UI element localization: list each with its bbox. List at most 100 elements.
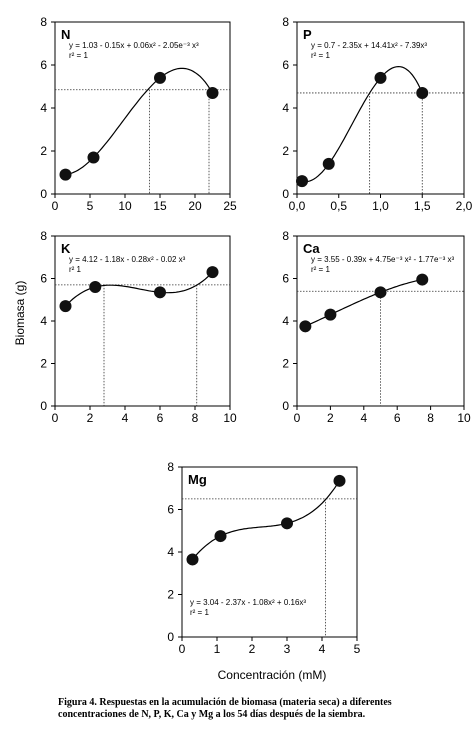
fit-curve-n (65, 67, 214, 176)
data-point-p-1 (296, 175, 309, 188)
data-point-p-3 (374, 71, 387, 84)
y-tick-label-k-1: 2 (40, 357, 47, 371)
x-tick-label-p-1: 0,5 (330, 199, 347, 213)
x-tick-label-ca-2: 4 (360, 411, 367, 425)
x-tick-label-n-4: 20 (188, 199, 202, 213)
equation-k: y = 4.12 - 1.18x - 0.28x² - 0.02 x³ (69, 255, 186, 264)
x-tick-label-mg-3: 3 (284, 642, 291, 656)
data-point-mg-3 (281, 517, 293, 530)
r-squared-ca: r² = 1 (311, 265, 330, 274)
equation-ca: y = 3.55 - 0.39x + 4.75e⁻³ x² - 1.77e⁻³ … (311, 255, 455, 264)
x-tick-label-ca-1: 2 (327, 411, 334, 425)
data-point-n-1 (59, 168, 72, 181)
y-tick-label-ca-1: 2 (282, 357, 289, 371)
data-point-k-1 (59, 300, 72, 313)
r-squared-mg: r² = 1 (190, 608, 209, 617)
x-tick-label-ca-0: 0 (294, 411, 301, 425)
y-tick-label-k-4: 8 (40, 229, 47, 243)
panel-n: 0 5 10 15 20 25 0 2 4 6 8Ny = 1.03 - 0.15x + 0.06x… (40, 15, 237, 213)
x-tick-label-n-2: 10 (118, 199, 132, 213)
equation-n: y = 1.03 - 0.15x + 0.06x² - 2.05e⁻³ x³ (69, 41, 199, 50)
data-point-mg-4 (333, 474, 346, 487)
x-tick-label-p-3: 1,5 (414, 199, 431, 213)
y-tick-label-n-2: 4 (40, 101, 47, 115)
x-tick-label-mg-4: 4 (319, 642, 326, 656)
fit-curve-mg (192, 480, 341, 560)
x-tick-label-k-1: 2 (87, 411, 94, 425)
y-tick-label-n-1: 2 (40, 144, 47, 158)
x-tick-label-mg-1: 1 (214, 642, 221, 656)
y-tick-label-n-0: 0 (40, 187, 47, 201)
data-point-n-4 (206, 86, 219, 99)
x-tick-label-n-5: 25 (223, 199, 237, 213)
fit-curve-k (65, 271, 213, 307)
x-tick-label-p-2: 1,0 (372, 199, 389, 213)
data-point-mg-2 (214, 530, 227, 543)
x-tick-label-mg-5: 5 (354, 642, 361, 656)
data-point-p-4 (416, 86, 429, 99)
panel-title-p: P (303, 27, 312, 42)
x-tick-label-n-1: 5 (87, 199, 94, 213)
x-tick-label-ca-4: 8 (427, 411, 434, 425)
equation-mg: y = 3.04 - 2.37x - 1.08x² + 0.16x³ (190, 598, 306, 607)
y-tick-label-k-3: 6 (40, 272, 47, 286)
caption-line-2: concentraciones de N, P, K, Ca y Mg a lo… (58, 709, 366, 720)
panel-title-mg: Mg (188, 472, 207, 487)
x-tick-label-n-0: 0 (52, 199, 59, 213)
y-tick-label-p-2: 4 (282, 101, 289, 115)
r-squared-k: r² 1 (69, 265, 82, 274)
panel-title-n: N (61, 27, 70, 42)
y-tick-label-ca-4: 8 (282, 229, 289, 243)
r-squared-n: r² = 1 (69, 51, 88, 60)
y-tick-label-mg-1: 2 (167, 588, 174, 602)
y-tick-label-p-1: 2 (282, 144, 289, 158)
data-point-n-3 (154, 71, 166, 84)
y-tick-label-p-3: 6 (282, 58, 289, 72)
x-tick-label-k-4: 8 (192, 411, 199, 425)
data-point-k-3 (154, 286, 166, 299)
equation-p: y = 0.7 - 2.35x + 14.41x² - 7.39x³ (311, 41, 427, 50)
data-point-mg-1 (186, 553, 199, 566)
x-tick-label-k-5: 10 (223, 411, 237, 425)
y-axis-label: Biomasa (g) (13, 281, 27, 346)
r-squared-p: r² = 1 (311, 51, 330, 60)
x-tick-label-mg-0: 0 (179, 642, 186, 656)
x-tick-label-ca-5: 10 (457, 411, 471, 425)
data-point-n-2 (87, 151, 100, 164)
y-tick-label-n-4: 8 (40, 15, 47, 29)
y-tick-label-mg-2: 4 (167, 545, 174, 559)
x-tick-label-k-2: 4 (122, 411, 129, 425)
panel-title-k: K (61, 241, 71, 256)
y-tick-label-n-3: 6 (40, 58, 47, 72)
y-tick-label-ca-3: 6 (282, 272, 289, 286)
data-point-ca-2 (324, 308, 337, 321)
data-point-ca-1 (299, 320, 312, 333)
figure-caption: Figura 4. Respuestas en la acumulación d… (58, 697, 458, 721)
x-tick-label-p-0: 0,0 (289, 199, 306, 213)
data-point-k-4 (206, 266, 219, 279)
x-tick-label-p-4: 2,0 (456, 199, 473, 213)
x-tick-label-ca-3: 6 (394, 411, 401, 425)
x-tick-label-k-3: 6 (157, 411, 164, 425)
panel-title-ca: Ca (303, 241, 320, 256)
y-tick-label-mg-4: 8 (167, 460, 174, 474)
panel-ca: 0 2 4 6 8 10 0 2 4 6 8 Cay = 3.55 - 0.39x + 4.75e⁻³… (282, 229, 471, 425)
x-axis-label: Concentración (mM) (218, 668, 327, 682)
caption-line-1: Figura 4. Respuestas en la acumulación d… (58, 697, 392, 708)
y-tick-label-p-0: 0 (282, 187, 289, 201)
y-tick-label-ca-0: 0 (282, 399, 289, 413)
y-tick-label-k-0: 0 (40, 399, 47, 413)
y-tick-label-ca-2: 4 (282, 314, 289, 328)
y-tick-label-mg-0: 0 (167, 630, 174, 644)
x-tick-label-mg-2: 2 (249, 642, 256, 656)
panel-p: 0,0 0,5 1,0 1,5 2,0 0 2 4 6 8Py = 0.7 - 2.35x + 1… (282, 15, 472, 213)
fit-curve-ca (305, 279, 423, 327)
y-tick-label-mg-3: 6 (167, 503, 174, 517)
y-tick-label-k-2: 4 (40, 314, 47, 328)
data-point-k-2 (89, 281, 102, 293)
y-tick-label-p-4: 8 (282, 15, 289, 29)
x-tick-label-k-0: 0 (52, 411, 59, 425)
data-point-p-2 (322, 157, 335, 170)
